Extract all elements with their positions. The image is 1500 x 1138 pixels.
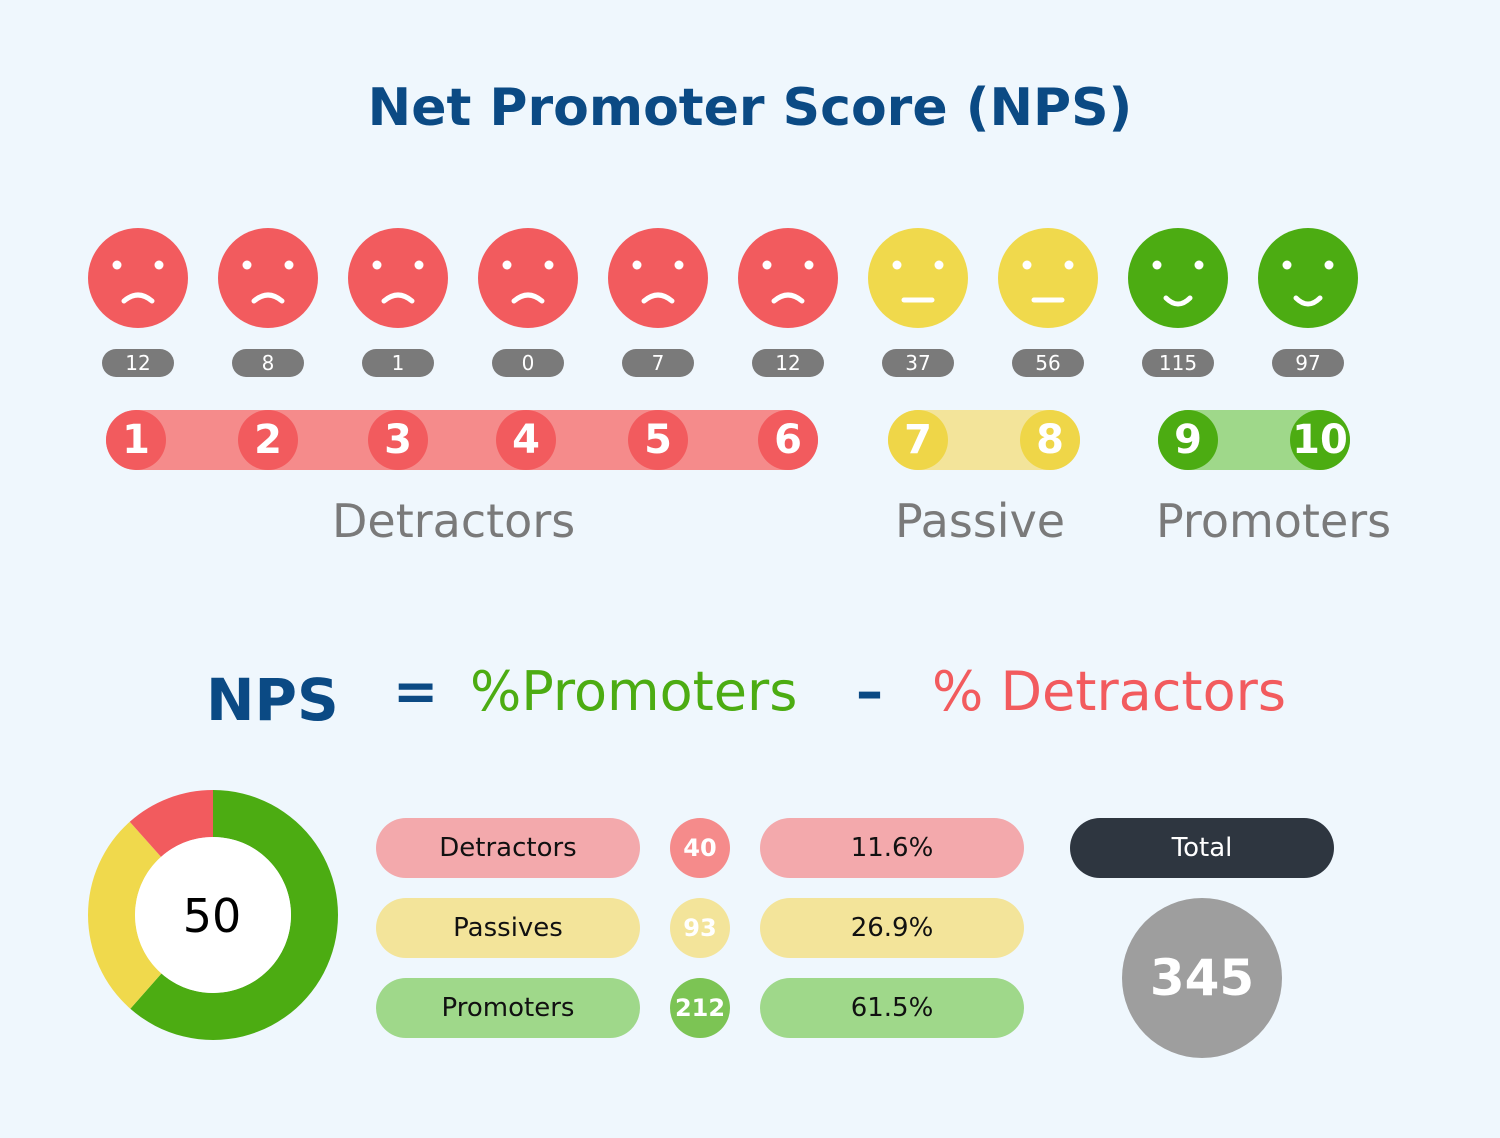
sad-face-icon: [738, 228, 838, 328]
score-number: 5: [628, 410, 688, 470]
score-count-badge: 0: [492, 349, 564, 377]
formula-minus: –: [856, 660, 883, 723]
score-number: 9: [1158, 410, 1218, 470]
promoters-count-circle: 212: [670, 978, 730, 1038]
donut-center: [135, 837, 291, 993]
total-label-pill: Total: [1070, 818, 1334, 878]
neutral-face-icon: [868, 228, 968, 328]
sad-face-icon: [348, 228, 448, 328]
score-number: 2: [238, 410, 298, 470]
score-count-badge: 8: [232, 349, 304, 377]
passives-percent-pill: 26.9%: [760, 898, 1024, 958]
score-number: 1: [106, 410, 166, 470]
formula-promoters: %Promoters: [470, 660, 798, 723]
score-count-badge: 97: [1272, 349, 1344, 377]
promoters-label-pill: Promoters: [376, 978, 640, 1038]
sad-face-icon: [608, 228, 708, 328]
total-value-circle: 345: [1122, 898, 1282, 1058]
passives-label-pill: Passives: [376, 898, 640, 958]
score-count-badge: 37: [882, 349, 954, 377]
promoters-percent-pill: 61.5%: [760, 978, 1024, 1038]
donut-slice-promoters: [130, 790, 338, 1040]
detractors-label-pill: Detractors: [376, 818, 640, 878]
score-count-badge: 12: [752, 349, 824, 377]
detractors-count-circle: 40: [670, 818, 730, 878]
passive-group-label: Passive: [895, 494, 1066, 548]
happy-face-icon: [1258, 228, 1358, 328]
score-number: 6: [758, 410, 818, 470]
detractors-group-label: Detractors: [332, 494, 576, 548]
sad-face-icon: [88, 228, 188, 328]
detractor-track: [106, 410, 818, 470]
score-count-badge: 1: [362, 349, 434, 377]
score-count-badge: 115: [1142, 349, 1214, 377]
score-count-badge: 56: [1012, 349, 1084, 377]
score-number: 10: [1290, 410, 1350, 470]
formula-nps: NPS: [206, 666, 339, 734]
score-number: 3: [368, 410, 428, 470]
nps-donut-chart: 50: [88, 790, 338, 1040]
happy-face-icon: [1128, 228, 1228, 328]
nps-value-label: 50: [183, 889, 242, 943]
passives-count-circle: 93: [670, 898, 730, 958]
score-count-badge: 7: [622, 349, 694, 377]
page-title: Net Promoter Score (NPS): [367, 78, 1133, 138]
promoters-group-label: Promoters: [1156, 494, 1392, 548]
sad-face-icon: [218, 228, 318, 328]
detractors-percent-pill: 11.6%: [760, 818, 1024, 878]
neutral-face-icon: [998, 228, 1098, 328]
score-count-badge: 12: [102, 349, 174, 377]
sad-face-icon: [478, 228, 578, 328]
donut-slice-detractors: [129, 790, 213, 857]
score-number: 4: [496, 410, 556, 470]
donut-slice-passives: [88, 821, 162, 1009]
score-number: 8: [1020, 410, 1080, 470]
formula-equals: =: [393, 660, 439, 723]
formula-detractors: % Detractors: [932, 660, 1286, 723]
score-number: 7: [888, 410, 948, 470]
